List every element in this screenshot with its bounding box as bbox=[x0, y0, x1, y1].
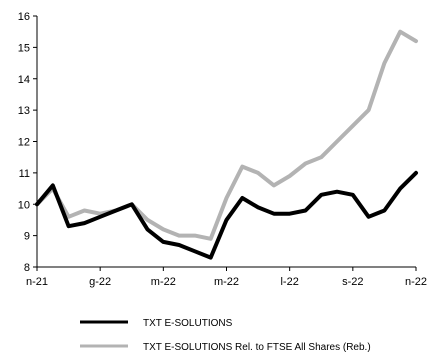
y-tick-label: 16 bbox=[18, 11, 30, 23]
legend: TXT E-SOLUTIONS TXT E-SOLUTIONS Rel. to F… bbox=[80, 318, 371, 353]
x-tick-label: m-22 bbox=[214, 276, 239, 288]
x-tick-label: n-22 bbox=[405, 276, 427, 288]
y-tick-label: 11 bbox=[19, 168, 30, 180]
y-tick-label: 8 bbox=[24, 262, 30, 274]
series-line-txt-e-solutions bbox=[35, 170, 418, 260]
y-tick-label: 13 bbox=[18, 105, 30, 117]
x-tick-label: g-22 bbox=[89, 276, 111, 288]
series-layer bbox=[35, 29, 418, 260]
y-tick-label: 12 bbox=[18, 137, 30, 149]
y-tick-label: 9 bbox=[24, 231, 30, 243]
x-tick-label: m-22 bbox=[151, 276, 176, 288]
axes: 8 9 10 11 12 13 14 15 16 n-21 g-22 m-22 m-22 l-22 s-22… bbox=[18, 11, 427, 288]
legend-label: TXT E-SOLUTIONS Rel. to FTSE All Shares … bbox=[143, 342, 371, 353]
x-tick-label: l-22 bbox=[280, 276, 298, 288]
y-tick-label: 10 bbox=[18, 199, 30, 211]
y-tick-label: 15 bbox=[18, 42, 30, 54]
x-tick-label: n-21 bbox=[26, 276, 48, 288]
x-tick-label: s-22 bbox=[342, 276, 363, 288]
series-line-rel-ftse bbox=[35, 29, 418, 241]
legend-label: TXT E-SOLUTIONS bbox=[143, 318, 233, 329]
y-tick-label: 14 bbox=[18, 74, 30, 86]
